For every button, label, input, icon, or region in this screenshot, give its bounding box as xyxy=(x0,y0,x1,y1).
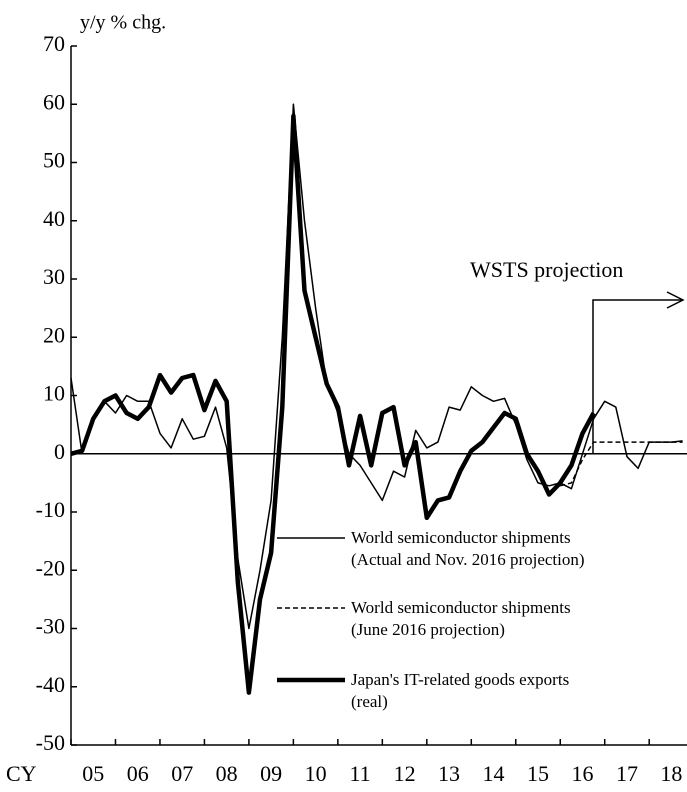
y-tick-label: 60 xyxy=(43,89,65,114)
x-tick-label: 14 xyxy=(483,761,505,786)
x-tick-label: 05 xyxy=(82,761,104,786)
y-tick-label: 10 xyxy=(43,381,65,406)
x-tick-label: 07 xyxy=(171,761,193,786)
series-line xyxy=(560,441,683,487)
arrow-head xyxy=(666,291,685,309)
y-tick-label: 40 xyxy=(43,206,65,231)
x-tick-label: 16 xyxy=(571,761,593,786)
y-tick-label: -30 xyxy=(36,614,65,639)
legend-label: Japan's IT-related goods exports (real) xyxy=(351,670,570,711)
x-tick-label: 17 xyxy=(616,761,638,786)
y-tick-label: 20 xyxy=(43,322,65,347)
x-tick-label: 08 xyxy=(216,761,238,786)
y-tick-label: 70 xyxy=(43,31,65,56)
legend-label: World semiconductor shipments (Actual an… xyxy=(351,528,585,569)
y-tick-label: 0 xyxy=(54,439,65,464)
legend-label: World semiconductor shipments (June 2016… xyxy=(351,598,571,639)
x-tick-label: 13 xyxy=(438,761,460,786)
y-tick-label: -20 xyxy=(36,555,65,580)
x-tick-label: 09 xyxy=(260,761,282,786)
y-tick-label: 50 xyxy=(43,148,65,173)
y-axis-label: y/y % chg. xyxy=(80,12,166,34)
projection-arrow xyxy=(592,299,683,454)
x-tick-label: 12 xyxy=(394,761,416,786)
y-tick-label: -50 xyxy=(36,730,65,755)
annotation: WSTS projection xyxy=(470,257,623,282)
x-tick-label: 10 xyxy=(305,761,327,786)
x-tick-label: 18 xyxy=(660,761,682,786)
series-line xyxy=(70,113,596,695)
y-tick-label: -10 xyxy=(36,497,65,522)
series-line xyxy=(70,103,683,630)
x-tick-label: 06 xyxy=(127,761,149,786)
x-tick-label: 15 xyxy=(527,761,549,786)
x-axis-label: CY xyxy=(6,761,37,786)
x-tick-label: 11 xyxy=(350,761,371,786)
y-tick-label: -40 xyxy=(36,672,65,697)
y-tick-label: 30 xyxy=(43,264,65,289)
